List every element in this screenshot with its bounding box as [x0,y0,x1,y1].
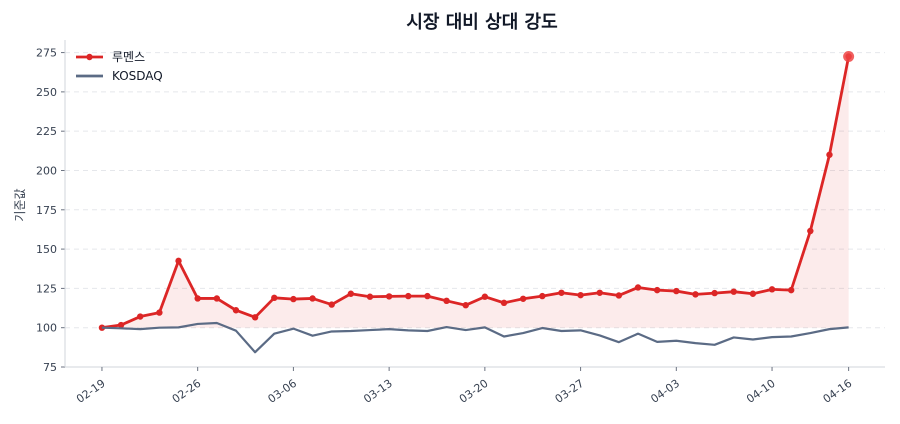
data-point [500,299,508,307]
data-point [634,284,642,291]
data-point [749,290,757,297]
data-point [366,293,374,300]
series-line-0 [101,56,850,330]
x-tick-label: 04-03 [648,377,682,406]
x-tick-label: 03-27 [553,377,587,406]
data-point [328,301,335,308]
grid [65,52,885,329]
series-line-1 [101,321,849,354]
data-point [232,307,240,314]
fills [101,56,849,328]
area-fill-0 [101,56,849,328]
x-tick-label: 02-26 [170,377,204,406]
data-point [175,257,182,265]
data-point [730,288,737,295]
y-axis-label: 기준값 [13,188,27,221]
data-point [807,227,814,235]
x-tick-label: 03-20 [457,377,491,406]
data-point [290,295,297,303]
data-point [309,295,316,302]
data-point [156,309,163,316]
y-tick-label: 250 [36,86,57,99]
data-point [787,286,795,294]
series-lines [98,51,855,354]
data-point [405,292,412,300]
data-point [481,293,489,300]
x-tick-label: 02-19 [74,377,108,406]
data-point [251,314,259,321]
data-point [768,286,776,293]
last-point-highlight [843,51,855,63]
data-point [519,295,527,302]
y-tick-label: 225 [36,125,57,138]
data-point [137,313,144,320]
data-point [194,295,201,302]
legend-label: KOSDAQ [112,69,163,83]
data-point [117,321,125,329]
chart-title: 시장 대비 상대 강도 [406,12,557,33]
legend: 루멘스 KOSDAQ [76,50,163,83]
legend-marker [86,53,93,61]
y-tick-label: 200 [36,164,57,177]
y-tick-label: 75 [43,361,57,374]
data-point [692,291,699,298]
data-point [615,292,623,299]
y-tick-label: 175 [36,204,57,217]
data-point [271,294,278,302]
data-point [653,286,661,294]
y-tick-label: 275 [36,47,57,60]
data-point [539,292,546,300]
data-point [385,293,393,300]
x-tick-label: 04-10 [744,377,778,406]
y-tick-label: 100 [36,322,57,335]
data-point [443,297,450,305]
data-point [577,291,584,299]
y-tick-label: 125 [36,282,57,295]
data-point [213,295,221,302]
data-point [462,302,469,309]
x-tick-label: 03-13 [361,377,395,406]
data-point [558,289,565,296]
data-point [347,290,355,297]
data-point [673,287,680,295]
data-point [826,151,833,158]
y-tick-label: 150 [36,243,57,256]
data-point [711,289,718,297]
axes: 75 100 125 150 175 200 225 250 275 02-19 02-26 03-0… [36,40,885,406]
data-point [596,289,603,296]
legend-label: 루멘스 [112,50,145,64]
x-tick-label: 03-06 [265,377,299,406]
data-point [424,292,431,300]
x-tick-label: 04-16 [821,377,855,406]
